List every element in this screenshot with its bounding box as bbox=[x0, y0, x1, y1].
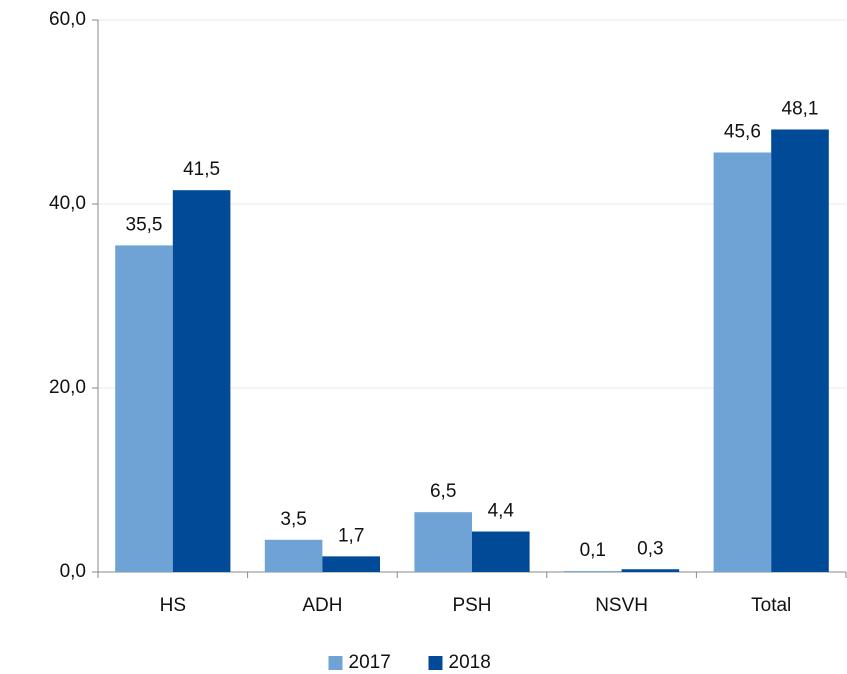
x-tick-label: ADH bbox=[302, 595, 342, 616]
bar bbox=[472, 531, 530, 572]
y-tick-label: 0,0 bbox=[60, 561, 86, 582]
value-label: 45,6 bbox=[724, 121, 761, 142]
legend-label: 2017 bbox=[349, 652, 391, 673]
value-label: 35,5 bbox=[126, 214, 163, 235]
y-tick-label: 40,0 bbox=[49, 193, 86, 214]
bar bbox=[621, 569, 680, 572]
legend-swatch bbox=[428, 656, 443, 670]
x-tick-label: Total bbox=[751, 595, 791, 616]
value-label: 48,1 bbox=[782, 98, 819, 119]
bar bbox=[564, 571, 622, 572]
bar bbox=[172, 190, 231, 572]
x-tick-label: HS bbox=[160, 595, 186, 616]
bar bbox=[414, 512, 472, 572]
value-label: 3,5 bbox=[280, 509, 306, 530]
value-label: 0,3 bbox=[637, 538, 663, 559]
y-tick-label: 60,0 bbox=[49, 9, 86, 30]
legend-swatch bbox=[328, 656, 343, 670]
legend-label: 2018 bbox=[449, 652, 491, 673]
bar bbox=[771, 129, 829, 573]
value-label: 41,5 bbox=[183, 159, 220, 180]
x-tick-label: PSH bbox=[452, 595, 491, 616]
y-tick-label: 20,0 bbox=[49, 377, 86, 398]
bar bbox=[322, 556, 380, 572]
value-label: 0,1 bbox=[580, 540, 606, 561]
value-label: 6,5 bbox=[430, 481, 456, 502]
x-tick-label: NSVH bbox=[595, 595, 648, 616]
bar bbox=[713, 152, 772, 573]
value-label: 4,4 bbox=[488, 501, 515, 522]
bar bbox=[115, 245, 173, 572]
bar bbox=[264, 539, 323, 572]
value-label: 1,7 bbox=[338, 525, 364, 546]
